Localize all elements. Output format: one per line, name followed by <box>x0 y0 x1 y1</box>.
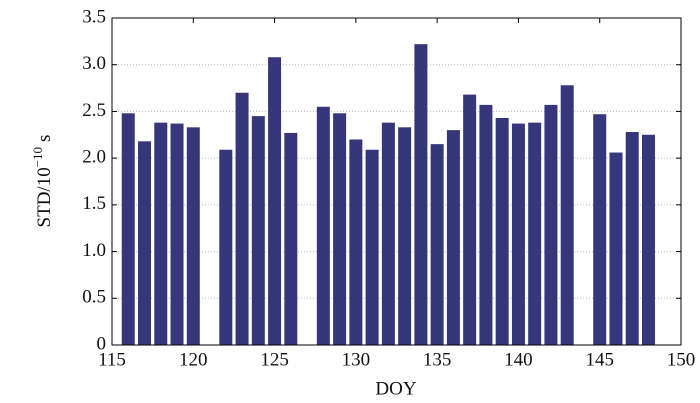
bar <box>121 113 135 345</box>
y-tick-label: 1.0 <box>82 240 106 261</box>
y-axis-label: STD/10−10 s <box>30 135 55 228</box>
bar <box>349 139 363 345</box>
y-tick-label: 0.5 <box>82 287 106 308</box>
y-tick-label: 3.0 <box>82 53 106 74</box>
y-tick-label: 0 <box>97 333 107 354</box>
bar <box>446 130 460 345</box>
bar <box>138 141 152 345</box>
bar <box>235 92 249 345</box>
bar <box>479 104 493 345</box>
y-label-exponent: −10 <box>30 147 45 167</box>
bar <box>609 152 623 345</box>
x-axis-label: DOY <box>375 378 416 399</box>
bar <box>251 116 265 345</box>
bar <box>316 106 330 345</box>
bar <box>219 149 233 345</box>
x-tick-label: 150 <box>667 349 696 370</box>
bar <box>641 134 655 345</box>
x-tick-label: 135 <box>423 349 452 370</box>
y-tick-label: 3.5 <box>82 6 106 27</box>
bar <box>333 113 347 345</box>
bar <box>381 122 395 345</box>
x-tick-label: 120 <box>179 349 208 370</box>
bar <box>268 57 282 346</box>
x-tick-label: 145 <box>585 349 614 370</box>
y-tick-label: 2.0 <box>82 147 106 168</box>
bar <box>495 117 509 346</box>
bar <box>398 127 412 345</box>
bar <box>528 122 542 345</box>
plot-frame <box>111 17 682 346</box>
bar <box>186 127 200 345</box>
bar <box>154 122 168 345</box>
y-label-unit: s <box>34 135 55 142</box>
bar <box>511 123 525 346</box>
x-tick-label: 115 <box>98 349 126 370</box>
bar <box>170 123 184 346</box>
x-tick-label: 125 <box>260 349 289 370</box>
x-tick-label: 140 <box>504 349 533 370</box>
bar <box>544 104 558 345</box>
bar <box>430 144 444 345</box>
bar <box>560 85 574 346</box>
bar <box>593 114 607 345</box>
bar <box>625 131 639 345</box>
bar <box>284 132 298 345</box>
bar <box>365 149 379 345</box>
x-tick-label: 130 <box>342 349 371 370</box>
y-tick-label: 2.5 <box>82 100 106 121</box>
y-tick-label: 1.5 <box>82 193 106 214</box>
bar <box>414 44 428 345</box>
bar <box>463 94 477 346</box>
y-label-base: STD/10 <box>34 167 55 227</box>
